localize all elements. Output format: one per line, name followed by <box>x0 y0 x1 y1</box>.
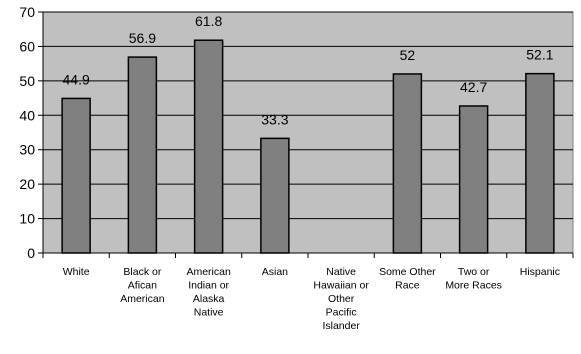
bar <box>193 39 224 254</box>
data-label: 52 <box>400 47 416 63</box>
x-category-label: Asian <box>262 266 288 278</box>
x-category-label-line: Native <box>194 307 224 319</box>
x-category-label-line: Native <box>326 266 356 278</box>
x-category-label-line: American <box>120 293 165 305</box>
data-label: 33.3 <box>261 111 288 127</box>
bar <box>127 56 158 254</box>
bar <box>260 137 290 254</box>
x-category-label: White <box>63 266 90 278</box>
x-category-label-line: Black or <box>123 266 161 278</box>
x-category-label: Native Hawaiian or Other Pacific Islander <box>313 266 369 332</box>
x-category-label-line: Asian <box>262 266 288 278</box>
x-category-label: Two or More Races <box>445 266 502 292</box>
data-label: 61.8 <box>195 13 222 29</box>
y-tick-label: 60 <box>19 38 35 54</box>
x-category-label: Black or Afican American <box>120 266 165 305</box>
x-category-label-line: Hispanic <box>520 266 560 278</box>
y-tick-label: 30 <box>19 142 35 158</box>
bar <box>525 72 555 254</box>
y-tick-label: 70 <box>19 4 35 20</box>
x-category-label-line: American <box>186 266 231 278</box>
y-tick-label: 20 <box>19 176 35 192</box>
x-category-label-line: Afican <box>128 280 157 292</box>
y-axis: 0 10 20 30 40 50 60 70 <box>19 4 44 261</box>
plot-area <box>42 11 574 254</box>
data-label: 44.9 <box>63 71 90 87</box>
x-category-label-line: Hawaiian or <box>313 280 369 292</box>
x-category-label: Some Other Race <box>379 266 436 292</box>
y-tick-label: 40 <box>19 107 35 123</box>
bar <box>458 105 489 254</box>
x-category-label-line: Race <box>395 280 420 292</box>
data-labels: 44.9 56.9 61.8 33.3 52 42.7 52.1 <box>63 13 554 127</box>
x-category-label-line: White <box>63 266 90 278</box>
x-category-label-line: Two or <box>458 266 490 278</box>
bar <box>392 73 423 254</box>
y-tick-label: 0 <box>27 245 35 261</box>
bars <box>61 39 555 254</box>
y-tick-label: 50 <box>19 73 35 89</box>
y-tick-label: 10 <box>19 211 35 227</box>
bar <box>61 97 91 254</box>
x-category-label-line: Alaska <box>193 293 225 305</box>
x-category-label: Hispanic <box>520 266 560 278</box>
x-category-label: American Indian or Alaska Native <box>186 266 231 319</box>
x-category-label-line: Pacific <box>326 307 357 319</box>
data-label: 56.9 <box>129 30 156 46</box>
data-label: 42.7 <box>460 79 487 95</box>
x-category-label-line: Islander <box>322 320 360 332</box>
x-category-label-line: Indian or <box>188 280 229 292</box>
x-category-label-line: Other <box>328 293 355 305</box>
x-category-label-line: Some Other <box>379 266 436 278</box>
data-label: 52.1 <box>526 47 553 63</box>
x-category-label-line: More Races <box>445 280 502 292</box>
